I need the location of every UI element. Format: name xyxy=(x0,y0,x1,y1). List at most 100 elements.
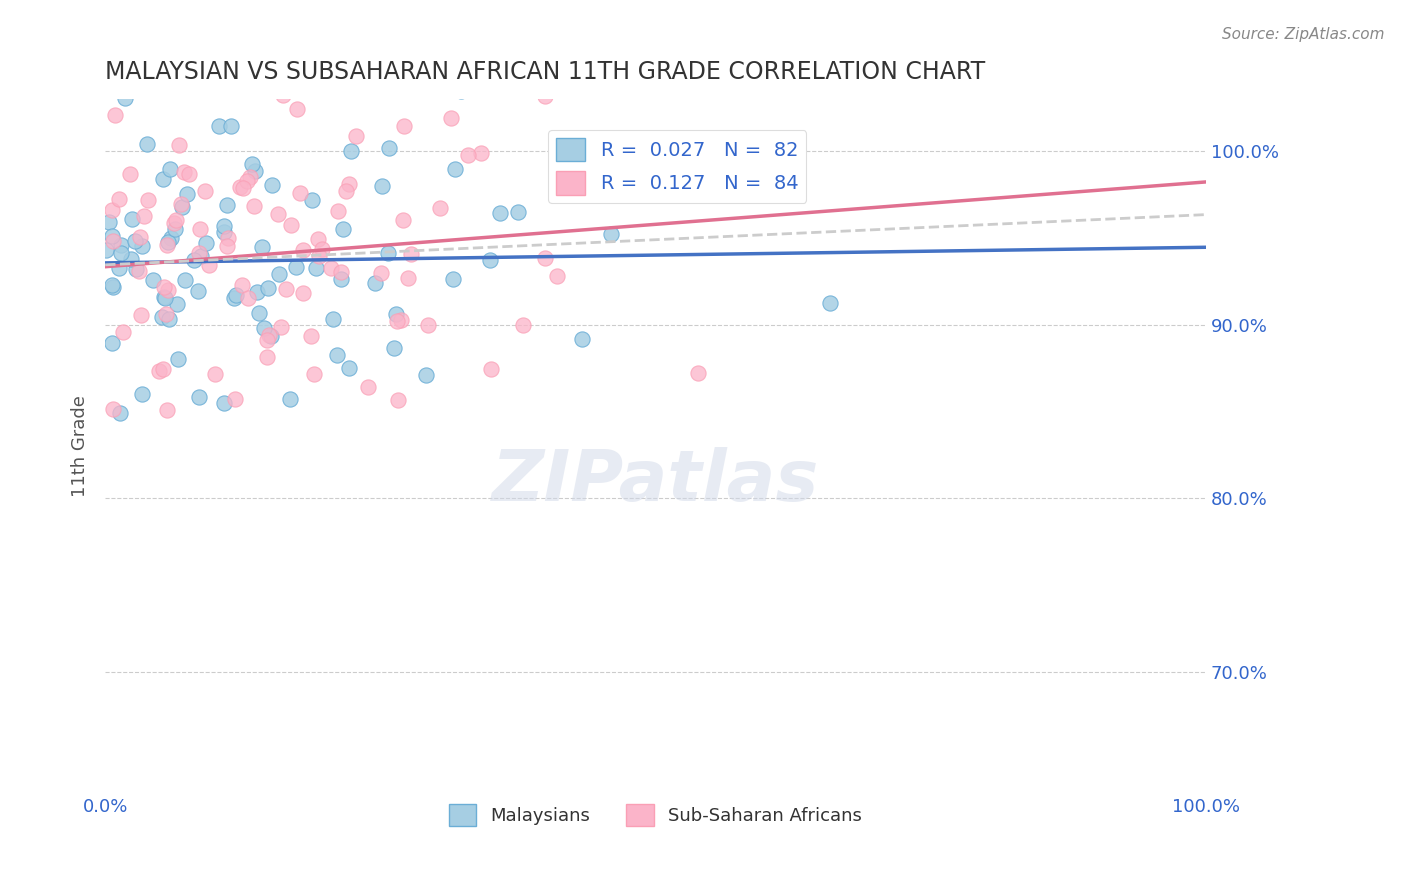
Point xyxy=(172,200,194,214)
Point xyxy=(110,246,132,260)
Point xyxy=(101,203,124,218)
Point xyxy=(600,227,623,241)
Point xyxy=(533,89,555,103)
Point xyxy=(396,270,419,285)
Point xyxy=(357,380,380,394)
Point xyxy=(305,260,328,275)
Point xyxy=(344,128,367,143)
Point xyxy=(165,213,187,227)
Point xyxy=(208,120,231,134)
Point xyxy=(118,167,141,181)
Point xyxy=(198,258,221,272)
Point xyxy=(129,308,152,322)
Point xyxy=(291,243,314,257)
Point xyxy=(157,283,180,297)
Point xyxy=(302,367,325,381)
Point xyxy=(242,156,264,170)
Point xyxy=(253,321,276,335)
Text: Source: ZipAtlas.com: Source: ZipAtlas.com xyxy=(1222,27,1385,42)
Point xyxy=(256,350,278,364)
Point xyxy=(228,180,250,194)
Point xyxy=(382,341,405,355)
Point xyxy=(188,390,211,404)
Point xyxy=(378,141,401,155)
Point xyxy=(328,204,350,219)
Point xyxy=(177,167,200,181)
Point xyxy=(571,333,593,347)
Point xyxy=(337,178,360,192)
Point xyxy=(121,211,143,226)
Point xyxy=(159,161,181,176)
Point xyxy=(285,260,308,274)
Point xyxy=(267,267,290,281)
Point xyxy=(392,212,415,227)
Point xyxy=(385,313,408,327)
Point xyxy=(307,232,329,246)
Point xyxy=(457,148,479,162)
Point xyxy=(148,364,170,378)
Point xyxy=(818,296,841,310)
Point xyxy=(291,285,314,300)
Point xyxy=(271,88,294,103)
Point xyxy=(399,247,422,261)
Point xyxy=(385,307,408,321)
Point xyxy=(319,260,342,275)
Point xyxy=(204,367,226,381)
Point xyxy=(236,291,259,305)
Point xyxy=(124,234,146,248)
Point xyxy=(190,249,212,263)
Point xyxy=(330,271,353,285)
Point xyxy=(221,120,243,134)
Point xyxy=(131,239,153,253)
Point xyxy=(142,273,165,287)
Point xyxy=(256,333,278,347)
Point xyxy=(450,84,472,98)
Point xyxy=(101,229,124,244)
Point xyxy=(224,291,246,305)
Point xyxy=(257,328,280,343)
Point xyxy=(441,271,464,285)
Point xyxy=(114,91,136,105)
Point xyxy=(187,285,209,299)
Point xyxy=(337,360,360,375)
Point xyxy=(156,238,179,252)
Point xyxy=(155,291,177,305)
Point xyxy=(242,199,264,213)
Point xyxy=(131,386,153,401)
Point xyxy=(110,237,132,252)
Point xyxy=(267,207,290,221)
Point xyxy=(97,215,120,229)
Point xyxy=(308,249,330,263)
Point xyxy=(212,219,235,234)
Point xyxy=(217,231,239,245)
Point xyxy=(236,174,259,188)
Point xyxy=(173,165,195,179)
Point xyxy=(225,287,247,301)
Point xyxy=(256,281,278,295)
Point xyxy=(156,402,179,417)
Point xyxy=(156,235,179,249)
Point xyxy=(155,307,177,321)
Point xyxy=(489,206,512,220)
Point xyxy=(101,278,124,293)
Point xyxy=(232,181,254,195)
Point xyxy=(136,136,159,151)
Point xyxy=(262,178,284,192)
Point xyxy=(183,253,205,268)
Point xyxy=(239,169,262,184)
Y-axis label: 11th Grade: 11th Grade xyxy=(72,395,89,498)
Point xyxy=(231,277,253,292)
Point xyxy=(416,318,439,333)
Point xyxy=(101,234,124,248)
Point xyxy=(188,222,211,236)
Point xyxy=(546,269,568,284)
Point xyxy=(440,112,463,126)
Point xyxy=(332,222,354,236)
Point xyxy=(152,172,174,186)
Point xyxy=(162,216,184,230)
Point xyxy=(212,395,235,409)
Point xyxy=(686,366,709,380)
Point xyxy=(326,348,349,362)
Point xyxy=(194,184,217,198)
Point xyxy=(153,290,176,304)
